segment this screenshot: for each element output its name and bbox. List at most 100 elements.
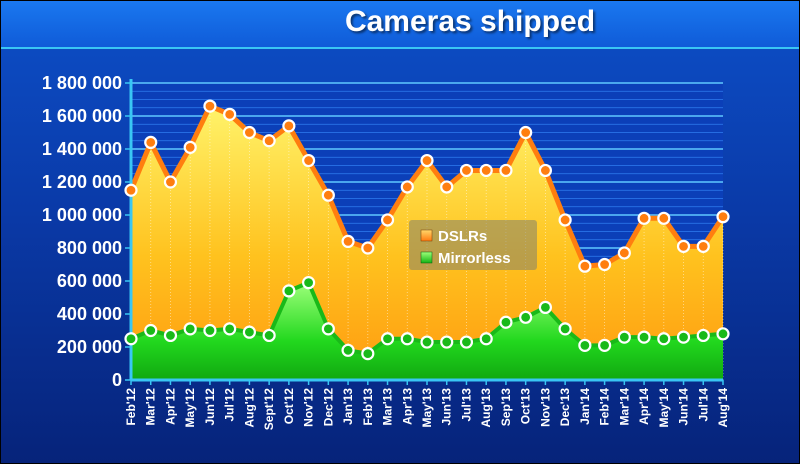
data-point-dslr <box>321 188 335 202</box>
x-tick-label: Oct'13 <box>519 388 533 425</box>
data-point-dslr <box>380 213 395 227</box>
y-tick-label: 1 000 000 <box>42 205 122 225</box>
data-point-dslr <box>716 210 730 224</box>
x-tick-label: Nov'12 <box>302 388 316 427</box>
y-tick-label: 600 000 <box>57 271 122 291</box>
x-tick-label: May'14 <box>657 388 671 428</box>
data-point-dslr <box>637 211 651 225</box>
data-point-mirrorless <box>223 322 237 336</box>
y-tick-label: 800 000 <box>57 238 122 258</box>
data-point-mirrorless <box>282 284 296 298</box>
y-tick-label: 1 400 000 <box>42 139 122 159</box>
data-point-dslr <box>223 107 237 121</box>
x-tick-label: Dec'13 <box>558 388 572 427</box>
x-tick-label: Sep'13 <box>499 388 513 427</box>
axes <box>125 79 724 385</box>
data-point-dslr <box>597 257 612 272</box>
x-tick-labels: Feb'12 Mar'12 Apr'12 May'12 Jun'12 Jul'12 Aug'… <box>124 388 730 431</box>
data-point-dslr <box>124 183 138 197</box>
data-points <box>124 99 730 361</box>
data-point-dslr <box>262 134 276 148</box>
data-point-dslr <box>183 140 197 154</box>
legend-box <box>409 220 537 270</box>
data-point-mirrorless <box>302 276 316 290</box>
data-point-dslr <box>578 259 592 273</box>
x-tick-label: Jul'13 <box>459 388 473 422</box>
x-tick-label: Jun'13 <box>440 388 454 426</box>
data-point-mirrorless <box>578 338 592 352</box>
data-point-mirrorless <box>262 328 276 343</box>
x-tick-label: Aug'13 <box>479 388 493 428</box>
x-tick-label: Jun'12 <box>203 388 217 426</box>
data-point-mirrorless <box>380 332 395 346</box>
x-tick-label: Mar'14 <box>617 388 631 426</box>
legend-swatch-mirrorless <box>420 251 433 264</box>
x-tick-label: Nov'13 <box>538 388 552 427</box>
data-point-dslr <box>538 163 553 178</box>
data-point-mirrorless <box>440 335 454 349</box>
data-point-mirrorless <box>163 328 178 343</box>
x-tick-label: Jan'14 <box>578 388 592 425</box>
data-point-dslr <box>302 153 316 168</box>
data-point-dslr <box>519 125 533 140</box>
legend-label-dslr: DSLRs <box>438 228 487 245</box>
data-point-mirrorless <box>400 332 414 346</box>
data-point-dslr <box>558 213 572 227</box>
data-point-mirrorless <box>519 310 533 324</box>
data-point-dslr <box>657 211 671 225</box>
y-tick-label: 1 600 000 <box>42 106 122 126</box>
data-point-mirrorless <box>676 330 691 344</box>
data-point-dslr <box>163 175 178 189</box>
data-point-mirrorless <box>183 322 197 336</box>
x-tick-label: Sept'12 <box>262 388 276 431</box>
x-tick-label: Jan'13 <box>341 388 355 425</box>
data-point-mirrorless <box>203 323 217 338</box>
data-point-dslr <box>479 163 493 178</box>
legend-label-mirrorless: Mirrorless <box>438 250 511 267</box>
data-point-dslr <box>400 180 414 194</box>
x-tick-label: Jul'12 <box>223 388 237 422</box>
chart-title: Cameras shipped <box>344 5 596 38</box>
data-point-dslr <box>440 180 454 194</box>
data-point-mirrorless <box>696 328 710 343</box>
data-point-mirrorless <box>637 330 651 344</box>
data-point-mirrorless <box>716 327 730 341</box>
data-point-mirrorless <box>479 332 493 346</box>
x-tick-label: Jun'14 <box>677 388 691 426</box>
data-point-dslr <box>499 163 513 178</box>
x-tick-label: Aug'14 <box>716 388 730 428</box>
data-point-dslr <box>459 163 474 178</box>
y-tick-label: 1 800 000 <box>42 73 122 93</box>
data-point-mirrorless <box>341 343 355 357</box>
x-tick-label: May'13 <box>420 388 434 428</box>
data-point-mirrorless <box>538 300 553 314</box>
data-point-mirrorless <box>124 332 138 346</box>
data-point-mirrorless <box>558 322 572 336</box>
data-point-dslr <box>420 153 434 168</box>
y-tick-label: 1 200 000 <box>42 172 122 192</box>
data-point-mirrorless <box>242 325 256 339</box>
data-point-mirrorless <box>597 338 612 352</box>
x-tick-label: Apr'12 <box>163 388 177 425</box>
x-tick-label: Mar'13 <box>381 388 395 426</box>
data-point-dslr <box>676 239 691 253</box>
x-tick-label: May'12 <box>183 388 197 428</box>
data-point-mirrorless <box>499 315 513 329</box>
data-point-mirrorless <box>361 347 375 361</box>
data-point-mirrorless <box>459 335 474 349</box>
data-point-dslr <box>144 135 158 149</box>
data-point-mirrorless <box>144 323 158 338</box>
title-bar: Cameras shipped <box>1 1 799 49</box>
data-point-dslr <box>203 99 217 113</box>
x-tick-label: Dec'12 <box>321 388 335 427</box>
series-area-mirrorless <box>131 282 723 380</box>
data-point-mirrorless <box>321 322 335 336</box>
data-point-dslr <box>696 239 710 253</box>
x-tick-label: Jul'14 <box>696 388 710 422</box>
legend: DSLRs Mirrorless <box>409 220 537 270</box>
x-tick-label: Feb'12 <box>124 388 138 426</box>
x-tick-label: Feb'13 <box>361 388 375 426</box>
y-tick-label: 400 000 <box>57 304 122 324</box>
